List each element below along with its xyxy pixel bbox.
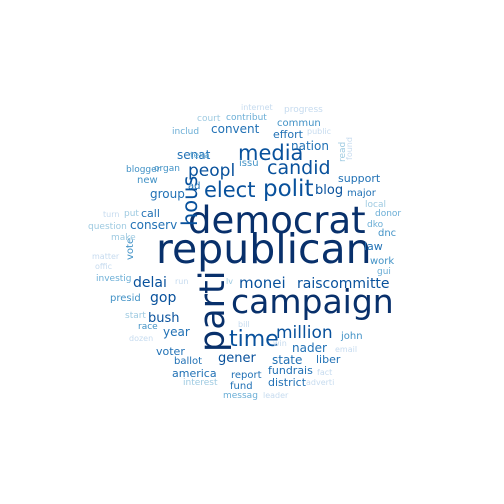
word-fundrais: fundrais (268, 364, 313, 377)
word-found: found (345, 137, 354, 160)
word-read: read (338, 142, 348, 162)
word-democrat: democrat (188, 199, 366, 242)
word-delai: delai (133, 275, 167, 291)
word-includ: includ (172, 127, 199, 137)
word-year: year (163, 325, 190, 339)
word-win: win (273, 339, 287, 348)
word-donor: donor (375, 209, 401, 219)
word-effort: effort (273, 128, 304, 141)
word-presid: presid (110, 293, 141, 304)
word-interest: interest (183, 378, 218, 388)
word-parti: parti (193, 270, 233, 352)
word-start: start (125, 311, 146, 321)
word-time: time (229, 327, 279, 352)
word-make: make (111, 233, 136, 243)
word-public: public (307, 127, 331, 136)
word-internet: internet (241, 103, 273, 112)
word-question: question (88, 222, 127, 232)
word-investig: investig (96, 274, 132, 284)
word-senat: senat (177, 148, 211, 162)
word-gui: gui (377, 267, 391, 277)
word-messag: messag (223, 391, 258, 401)
word-bill: bill (238, 320, 250, 329)
word-commun: commun (277, 118, 321, 129)
word-conserv: conserv (130, 218, 177, 232)
word-ad: ad (188, 181, 200, 192)
word-lv: lv (226, 277, 233, 286)
word-vote: vote (125, 238, 136, 260)
word-hous: hous (178, 176, 202, 226)
word-raiscommitte: raiscommitte (297, 276, 390, 292)
word-matter: matter (92, 252, 120, 261)
word-contribut: contribut (226, 113, 267, 123)
word-work: work (370, 256, 394, 267)
word-progress: progress (284, 105, 323, 115)
word-john: john (340, 331, 363, 342)
word-voter: voter (156, 345, 185, 358)
word-million: million (276, 323, 333, 343)
word-gener: gener (218, 351, 256, 366)
word-email: email (335, 345, 357, 354)
word-court: court (197, 114, 221, 124)
word-leader: leader (263, 391, 289, 400)
word-fund: fund (230, 381, 253, 392)
word-bush: bush (148, 311, 180, 326)
word-issu: issu (239, 158, 259, 169)
word-run: run (175, 277, 188, 286)
word-texa: texa (190, 151, 210, 161)
word-nader: nader (292, 341, 327, 355)
word-call: call (141, 207, 160, 220)
word-support: support (338, 172, 381, 185)
word-peopl: peopl (188, 161, 235, 181)
word-media: media (238, 141, 303, 165)
word-offic: offic (95, 262, 112, 271)
word-group: group (150, 187, 185, 201)
word-campaign: campaign (231, 282, 394, 321)
word-dnc: dnc (378, 228, 396, 239)
word-turn: turn (103, 210, 119, 219)
word-convent: convent (211, 122, 260, 136)
word-gop: gop (150, 290, 176, 306)
word-blog: blog (315, 183, 343, 198)
word-local: local (365, 200, 386, 210)
word-dko: dko (367, 220, 384, 230)
word-nation: nation (291, 139, 329, 153)
word-state: state (272, 353, 302, 367)
word-law: law (364, 240, 383, 253)
word-report: report (231, 370, 262, 381)
word-elect: elect (204, 178, 255, 202)
word-major: major (347, 188, 377, 199)
word-ballot: ballot (174, 356, 202, 367)
word-district: district (268, 376, 307, 389)
word-liber: liber (316, 353, 341, 366)
word-put: put (124, 209, 139, 219)
word-new: new (137, 175, 158, 186)
word-dozen: dozen (129, 334, 153, 343)
word-fact: fact (317, 368, 332, 377)
word-race: race (138, 322, 158, 332)
word-polit: polit (263, 176, 313, 202)
word-republican: republican (156, 225, 372, 273)
word-candid: candid (267, 157, 331, 179)
word-blogger: blogger (126, 165, 161, 175)
word-america: america (172, 367, 217, 380)
word-monei: monei (239, 274, 286, 292)
word-organ: organ (154, 164, 180, 174)
word-adverti: adverti (306, 378, 334, 387)
